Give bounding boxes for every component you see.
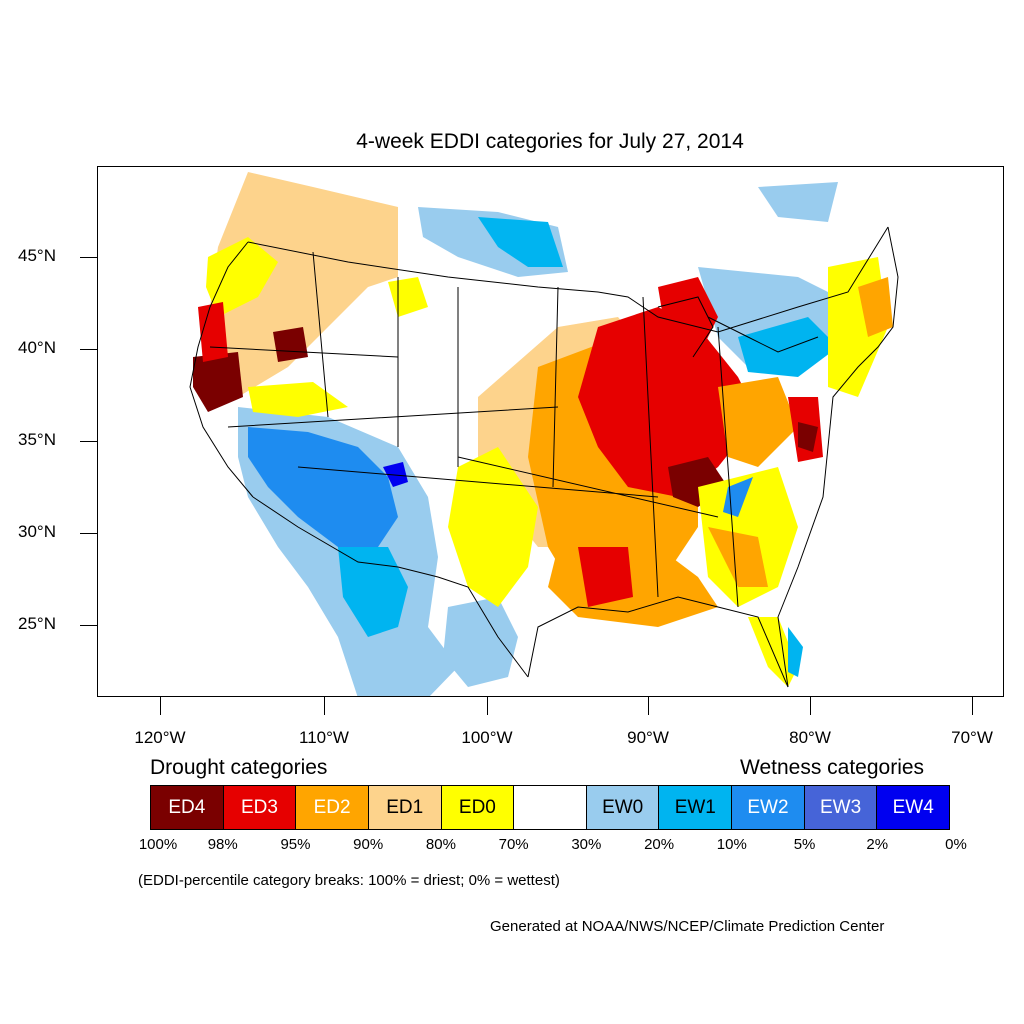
lon-label-90w: 90°W [627,728,669,747]
legend-break-label: 80% [425,836,456,853]
legend-break-label: 30% [571,836,602,853]
region-ed0-rockies [388,277,428,317]
lat-label-35n: 35°N [18,430,56,449]
lat-tick [80,349,97,350]
lat-label-45n: 45°N [18,246,56,265]
lat-label-25n: 25°N [18,614,56,633]
lon-label-120w: 120°W [134,728,186,747]
gulf-coastline [527,596,789,688]
lat-label-30n: 30°N [18,522,56,541]
region-ed0-basin [248,382,348,417]
region-ew4-arizona [383,462,408,487]
region-ed3-arkansas [578,547,633,607]
lat-tick [80,441,97,442]
lon-label-70w: 70°W [951,728,993,747]
lon-tick [810,697,811,715]
lon-tick [972,697,973,715]
legend-break-label: 70% [498,836,529,853]
lon-label-100w: 100°W [461,728,513,747]
region-ed3-midwest [578,307,758,497]
legend-swatch-ew0: EW0 [586,786,660,829]
region-ed3-westcoast [198,302,228,362]
west-coastline [189,241,254,498]
region-ed2-georgia [708,527,768,587]
region-ew2-southwest [248,427,398,547]
legend-swatch-neutral [514,786,587,829]
east-coastline [777,226,899,688]
great-lakes-outline [657,296,819,358]
region-ew1-southwest [338,547,408,637]
region-ew1-greatlakes [738,317,838,377]
lat-label-40n: 40°N [18,338,56,357]
legend-swatch-ed1: ED1 [368,786,442,829]
legend-swatch-ew3: EW3 [804,786,878,829]
mexico-border [252,496,529,678]
legend-swatch-ew2: EW2 [732,786,805,829]
legend-swatch-ed4: ED4 [151,786,224,829]
state-lines-2 [209,346,719,518]
wetness-heading: Wetness categories [740,756,925,779]
region-ed0-northwest [206,237,278,317]
legend-break-label: 98% [207,836,238,853]
region-ed4-midatlantic [798,422,818,452]
canada-border [247,226,889,333]
lon-tick [648,697,649,715]
region-ew1-northplains [478,217,563,267]
lon-tick [487,697,488,715]
legend-swatch-ed0: ED0 [441,786,515,829]
region-ed4-oregon [273,327,308,362]
lat-tick [80,257,97,258]
lat-tick [80,625,97,626]
region-ew0-texas [443,597,518,687]
region-ed2-ohio [718,377,798,467]
legend-swatch-ed2: ED2 [296,786,369,829]
region-ew1-florida [788,627,803,677]
legend-break-label: 5% [793,836,816,853]
legend-swatch-ed3: ED3 [223,786,297,829]
lon-label-110w: 110°W [299,728,349,747]
lon-label-80w: 80°W [789,728,831,747]
credit-line: Generated at NOAA/NWS/NCEP/Climate Predi… [490,918,885,935]
legend-swatch-ew4: EW4 [877,786,950,829]
state-lines-1 [312,251,739,608]
legend-break-label: 95% [280,836,311,853]
map-shading [193,172,893,696]
region-ed0-plains [448,447,538,607]
map-title: 4-week EDDI categories for July 27, 2014 [356,130,744,153]
legend-break-label: 100% [138,836,178,853]
legend-swatch-ew1: EW1 [659,786,733,829]
legend-break-label: 20% [644,836,675,853]
borders [189,226,899,688]
region-ed4-california [193,352,243,412]
legend-break-label: 10% [716,836,747,853]
region-ed2-newengland [858,277,893,337]
category-note: (EDDI-percentile category breaks: 100% =… [138,872,560,889]
lat-tick [80,533,97,534]
legend-break-label: 2% [866,836,889,853]
region-ew0-canada [758,182,838,222]
region-ed3-michigan [658,277,718,357]
legend-bar: ED4 ED3 ED2 ED1 ED0 EW0 EW1 EW2 EW3 EW4 [150,785,950,830]
region-ed1-northwest [210,172,398,397]
map-frame [97,166,1004,697]
lon-tick [160,697,161,715]
region-ed2-southeast [548,547,718,627]
eddi-map [189,172,899,696]
legend-break-label: 0% [945,836,967,853]
drought-heading: Drought categories [150,756,328,779]
lon-tick [324,697,325,715]
legend-break-label: 90% [353,836,384,853]
